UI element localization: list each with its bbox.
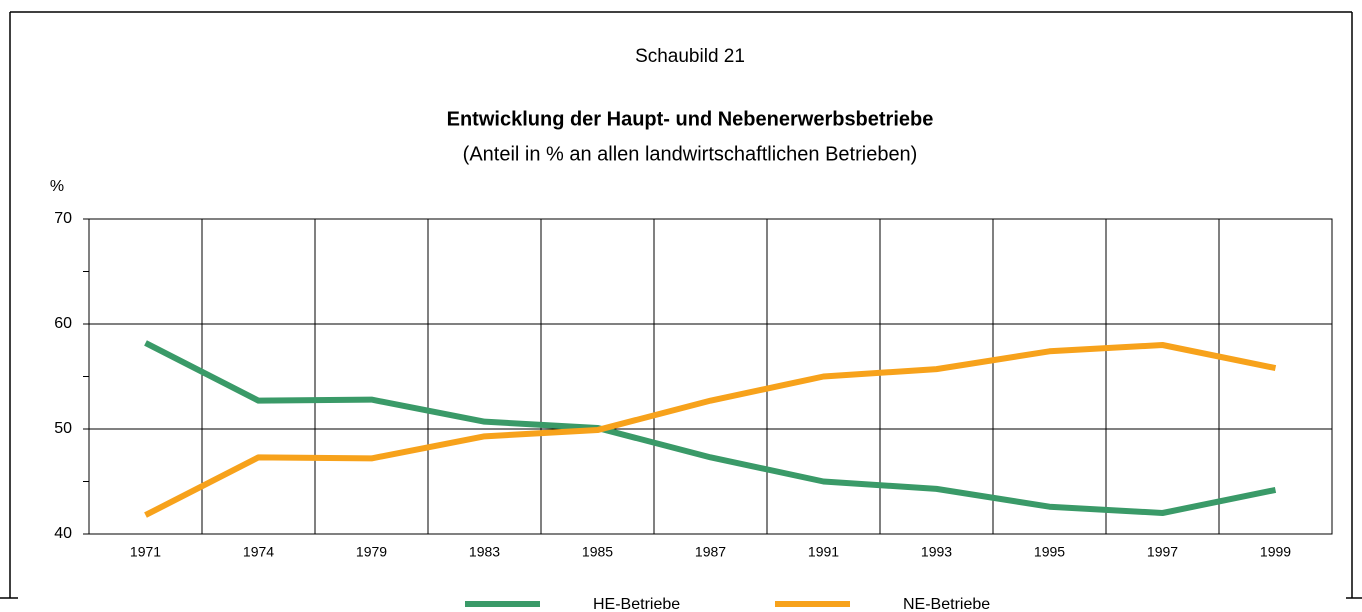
y-axis-label: %: [50, 178, 64, 195]
x-tick-label: 1987: [695, 544, 726, 560]
x-tick-label: 1983: [469, 544, 500, 560]
y-tick-label: 50: [54, 420, 72, 437]
chart-label: Schaubild 21: [635, 46, 745, 67]
data-line: [144, 340, 1277, 516]
chart-subtitle: (Anteil in % an allen landwirtschaftlich…: [463, 143, 918, 165]
x-tick-label: 1993: [921, 544, 952, 560]
x-tick-label: 1974: [243, 544, 274, 560]
plot-area: [88, 218, 1333, 535]
data-line: [144, 342, 1277, 518]
y-tick-label: 70: [54, 210, 72, 227]
legend-label: NE-Betriebe: [903, 596, 990, 612]
x-tick-label: 1979: [356, 544, 387, 560]
y-tick-label: 40: [54, 525, 72, 542]
x-tick-label: 1985: [582, 544, 613, 560]
x-tick-label: 1991: [808, 544, 839, 560]
x-tick-label: 1971: [130, 544, 161, 560]
chart-title: Entwicklung der Haupt- und Nebenerwerbsb…: [447, 108, 934, 130]
x-tick-label: 1999: [1260, 544, 1291, 560]
y-tick-label: 60: [54, 315, 72, 332]
x-tick-label: 1995: [1034, 544, 1065, 560]
legend-label: HE-Betriebe: [593, 596, 680, 612]
x-tick-label: 1997: [1147, 544, 1178, 560]
